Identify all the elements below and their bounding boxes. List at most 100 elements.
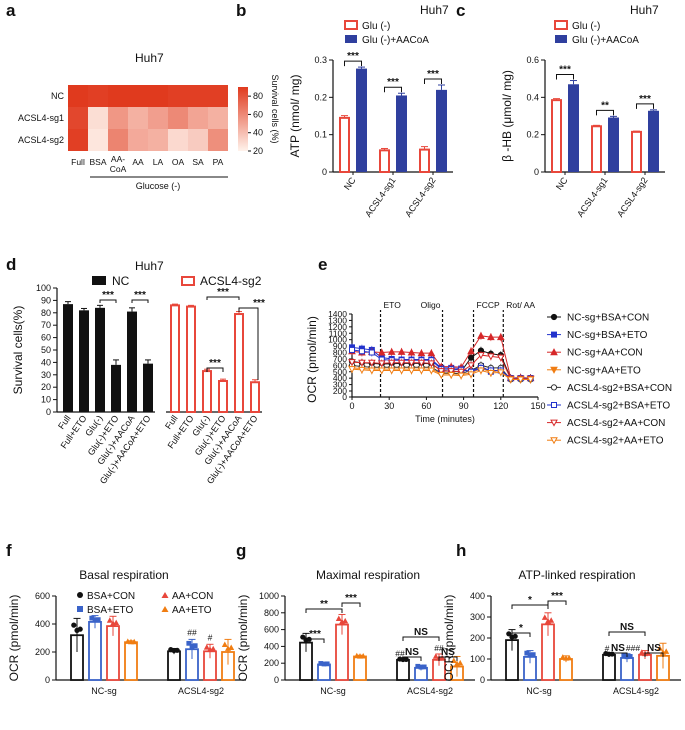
bar [379,149,390,173]
significance-bracket [644,652,664,657]
data-point [550,437,558,445]
data-point [427,360,436,368]
bar [317,663,331,681]
heatmap-row-label: ACSL4-sg2 [18,135,64,145]
significance-bracket [384,86,402,93]
data-point [467,347,475,355]
data-point [203,644,210,650]
significance-label: *** [559,65,571,76]
bar [124,641,138,681]
data-point [397,347,406,355]
heatmap-cell [88,85,108,107]
data-point [89,615,95,621]
x-tick-label: NC-sg [526,686,552,696]
x-tick-label: 150 [530,401,545,411]
significance-bracket [596,109,614,116]
data-point [467,354,475,361]
y-tick-label: 400 [470,591,485,601]
data-point [457,372,465,380]
significance-label: *** [347,51,359,62]
data-point [324,661,330,667]
legend-swatch [345,35,357,43]
heatmap-cell [128,85,148,107]
legend-label: ACSL4-sg2 [200,274,262,288]
legend-swatch [92,276,106,285]
legend-label: ACSL4-sg2+BSA+ETO [567,401,670,412]
legend-marker [77,606,83,612]
data-point [349,346,355,353]
data-point [477,352,485,360]
x-tick-label: ACSL4-sg1 [363,175,398,218]
significance-bracket [206,296,240,300]
injection-label: Oligo [421,300,441,310]
heatmap-col-label: BSA [89,157,106,167]
chart-title: ATP-linked respiration [518,568,635,582]
data-point [417,349,426,357]
y-tick-label: 70 [41,320,51,330]
data-point [415,663,421,669]
injection-label: FCCP [477,300,500,310]
data-point [663,648,670,654]
data-point [348,359,356,367]
significance-bracket [305,608,343,613]
bar [591,125,602,174]
data-point [506,376,515,384]
y-tick-label: 0 [480,675,485,685]
significance-label: *** [102,290,114,301]
data-point [551,331,557,338]
bar [111,364,121,412]
bar-chart-h: ATP-linked respiration 0 100 200 300 400 OCR (… [442,568,681,696]
data-point [496,369,505,377]
legend-label: Glu (-) [362,21,390,32]
y-tick-label: 1400 [328,309,347,319]
data-point [548,617,555,623]
legend-label: AA+CON [172,591,213,602]
significance-label: *** [309,629,321,640]
heatmap-cell [68,129,88,151]
y-tick-label: 1000 [328,335,347,345]
legend-marker [77,592,83,598]
significance-label: NS [620,622,634,633]
bar [234,313,244,414]
significance-label: ** [601,100,609,111]
y-axis-label: OCR (pmol/min) [442,595,456,682]
significance-bracket [341,602,361,607]
data-point [550,366,558,374]
data-point [377,367,386,375]
significance-label: *** [551,591,563,602]
significance-label: *** [209,358,221,369]
bar-chart-g: Maximal respiration 0 200 400 600 800 1000 OCR … [236,568,475,696]
data-point [321,661,327,667]
data-point [377,348,386,356]
heatmap-cell [188,85,208,107]
y-tick-label: 0.1 [314,130,327,140]
bar [608,117,619,172]
panel-letter-f: f [6,541,12,560]
y-tick-label: 300 [333,380,347,390]
legend-label: NC-sg+BSA+CON [567,313,649,324]
significance-label: *** [387,77,399,88]
data-point [360,653,367,659]
data-point [335,615,342,622]
y-tick-label: 600 [264,625,279,635]
data-point [192,643,198,649]
data-point [566,654,573,661]
data-point [210,645,217,652]
annotation: # [208,632,213,642]
data-point [477,367,485,375]
heatmap-cell [128,129,148,151]
y-tick-label: 300 [470,612,485,622]
heatmap-cell [188,107,208,129]
colorbar-label: Survival cells (%) [270,74,280,143]
injection-label: ETO [384,300,402,310]
data-point [228,644,235,650]
data-point [113,619,120,626]
y-tick-label: 0.4 [526,92,539,102]
data-point [506,631,512,637]
bar [127,311,137,412]
y-tick-label: 200 [264,658,279,668]
x-tick-label: 0 [349,401,354,411]
heatmap-cell [168,129,188,151]
bar [186,305,196,414]
